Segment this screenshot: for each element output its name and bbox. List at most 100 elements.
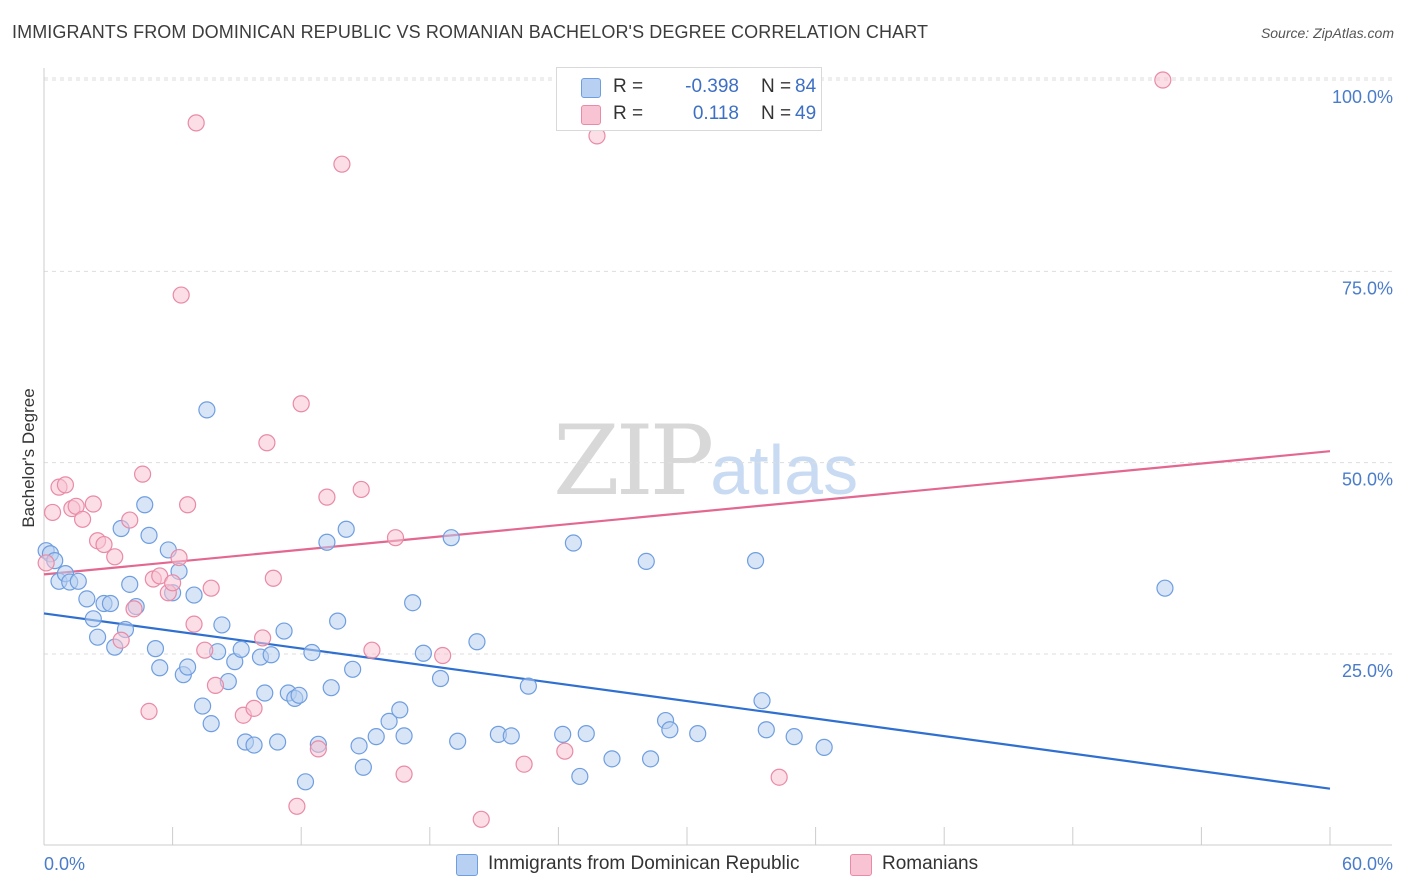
y-tick-label: 100.0% [1332, 87, 1393, 107]
data-point [637, 552, 655, 570]
data-point [770, 768, 788, 786]
bottom-legend-label: Immigrants from Dominican Republic [488, 853, 800, 874]
data-point [449, 732, 467, 750]
legend-n-value: 84 [795, 76, 817, 97]
data-point [785, 728, 803, 746]
y-tick-label: 25.0% [1342, 661, 1393, 681]
data-point [73, 510, 92, 528]
data-point [37, 554, 55, 572]
data-point [185, 615, 203, 633]
data-point [262, 646, 280, 664]
data-point [391, 701, 409, 719]
data-point [367, 728, 385, 746]
correlation-legend: R = -0.398 N = 84 R = 0.118 N = 49 [556, 67, 822, 131]
data-point [254, 629, 272, 647]
data-point [395, 727, 413, 745]
legend-n-value: 49 [795, 103, 817, 124]
data-point [84, 495, 102, 513]
data-point [121, 575, 139, 593]
data-point [140, 702, 158, 721]
data-point [386, 529, 405, 547]
trend-lines [43, 450, 1331, 790]
data-point [146, 640, 165, 658]
data-point [121, 511, 139, 529]
data-point [136, 496, 154, 514]
legend-swatch-blue [581, 78, 601, 98]
data-point [256, 684, 274, 702]
data-point [641, 750, 660, 768]
data-point [442, 529, 460, 547]
legend-r-value: -0.398 [685, 76, 739, 97]
data-point [245, 699, 263, 717]
data-point [202, 579, 220, 597]
watermark-zip: ZIP [553, 405, 714, 517]
data-point [468, 633, 486, 651]
data-point [185, 586, 203, 604]
data-point [395, 765, 413, 783]
data-point [515, 755, 533, 773]
data-point [309, 740, 327, 758]
data-point [202, 715, 220, 733]
data-point [194, 697, 212, 715]
legend-n-label: N = [761, 76, 792, 97]
data-point [502, 727, 520, 745]
data-point [78, 590, 96, 608]
data-point [431, 669, 450, 688]
data-point [414, 644, 432, 662]
legend-swatch-pink [581, 105, 601, 125]
data-point [151, 659, 169, 677]
data-point [125, 600, 143, 618]
data-point [564, 534, 583, 552]
data-point [577, 724, 595, 743]
data-point [404, 594, 422, 612]
data-point [258, 434, 276, 452]
watermark: ZIPatlas [553, 405, 858, 517]
data-point [318, 488, 336, 506]
legend-r-value: 0.118 [692, 103, 739, 124]
data-point [164, 574, 182, 592]
chart-title: IMMIGRANTS FROM DOMINICAN REPUBLIC VS RO… [12, 22, 929, 42]
data-point [296, 773, 315, 791]
bottom-legend-label: Romanians [882, 853, 979, 874]
data-point [661, 721, 679, 739]
data-point [69, 572, 87, 590]
series-dominican-points [37, 401, 1174, 791]
data-point [112, 631, 130, 649]
data-point [554, 725, 572, 743]
data-point [56, 476, 75, 494]
data-point [232, 640, 250, 659]
bottom-legend-swatch-blue [456, 854, 478, 876]
data-point [519, 677, 537, 695]
data-point [213, 616, 231, 634]
data-point [179, 496, 197, 514]
data-point [172, 286, 190, 304]
gridlines [44, 77, 1392, 655]
data-point [245, 736, 263, 754]
data-point [329, 612, 347, 630]
data-point [689, 724, 707, 743]
data-point [333, 155, 351, 173]
data-point [434, 646, 452, 665]
data-point [275, 622, 293, 640]
data-point [322, 679, 340, 697]
data-point [290, 686, 308, 704]
data-point [88, 628, 107, 646]
data-point [556, 742, 574, 760]
watermark-atlas: atlas [710, 431, 859, 509]
data-point [43, 503, 62, 522]
data-point [170, 548, 188, 567]
data-point [101, 594, 120, 613]
data-point [288, 797, 306, 815]
data-point [95, 535, 113, 554]
data-point [350, 737, 368, 755]
trend-line-romanian [43, 450, 1331, 576]
data-point [206, 676, 225, 694]
legend-r-label: R = [613, 103, 644, 124]
series-romanian-points [37, 71, 1172, 828]
data-point [746, 552, 765, 570]
data-point [380, 712, 398, 730]
data-point [472, 810, 490, 828]
data-point [106, 548, 124, 566]
data-point [269, 733, 287, 751]
